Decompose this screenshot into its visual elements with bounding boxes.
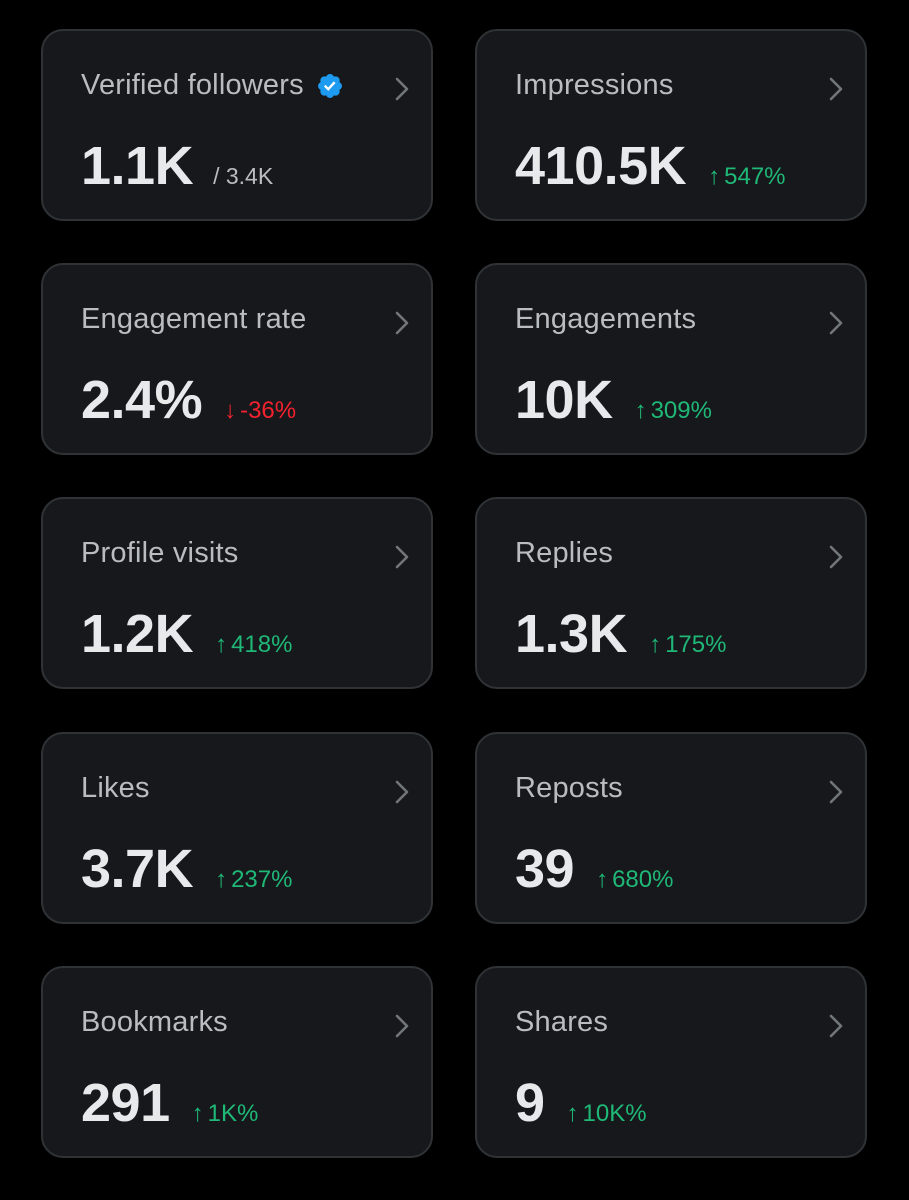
metric-value: 2.4% [81,370,203,430]
arrow-up-icon: ↑ [191,1100,204,1127]
card-engagements[interactable]: Engagements 10K ↑ 309% [475,263,867,455]
card-label: Engagements [515,303,697,335]
metric-change-value: 1K% [207,1100,259,1127]
metric-change: ↑ 10K% [567,1100,647,1128]
metric-change-value: 10K% [582,1100,647,1127]
chevron-right-icon [829,77,843,101]
arrow-up-icon: ↑ [649,631,662,658]
card-reposts[interactable]: Reposts 39 ↑ 680% [475,732,867,924]
metric-change: ↑ 1K% [192,1100,259,1128]
metric-change: ↑ 237% [215,866,292,894]
metric-change: ↓ -36% [224,397,296,425]
card-profile-visits[interactable]: Profile visits 1.2K ↑ 418% [41,497,433,689]
arrow-up-icon: ↑ [215,631,228,658]
card-bookmarks[interactable]: Bookmarks 291 ↑ 1K% [41,966,433,1158]
metric-value: 9 [515,1073,545,1133]
metric-change: ↑ 175% [649,631,726,659]
card-label: Impressions [515,69,674,101]
value-row: 39 ↑ 680% [515,838,673,900]
arrow-up-icon: ↑ [566,1100,579,1127]
metric-total: / 3.4K [213,163,274,189]
value-row: 1.1K / 3.4K [81,135,273,197]
value-row: 3.7K ↑ 237% [81,838,292,900]
chevron-right-icon [395,77,409,101]
value-row: 10K ↑ 309% [515,369,712,431]
card-label-text: Verified followers [81,69,304,101]
card-label: Replies [515,537,614,569]
card-label: Verified followers [81,69,344,102]
value-row: 1.2K ↑ 418% [81,603,292,665]
metric-value: 10K [515,370,613,430]
chevron-right-icon [395,780,409,804]
arrow-up-icon: ↑ [708,163,721,190]
value-row: 1.3K ↑ 175% [515,603,726,665]
card-label: Shares [515,1006,609,1038]
metric-change: ↑ 309% [635,397,712,425]
metric-change: ↑ 547% [708,163,785,191]
card-label: Profile visits [81,537,239,569]
metric-value: 1.2K [81,604,194,664]
metric-change-value: 680% [612,866,674,893]
metric-change-value: 309% [650,397,712,424]
arrow-up-icon: ↑ [215,866,228,893]
card-replies[interactable]: Replies 1.3K ↑ 175% [475,497,867,689]
card-engagement-rate[interactable]: Engagement rate 2.4% ↓ -36% [41,263,433,455]
value-row: 410.5K ↑ 547% [515,135,786,197]
chevron-right-icon [829,780,843,804]
chevron-right-icon [395,545,409,569]
card-verified-followers[interactable]: Verified followers 1.1K / 3.4K [41,29,433,221]
metric-change-value: 175% [665,631,727,658]
metric-value: 1.1K [81,136,194,196]
chevron-right-icon [829,311,843,335]
metric-value: 410.5K [515,136,687,196]
arrow-down-icon: ↓ [224,397,237,424]
metric-change: ↑ 680% [596,866,673,894]
arrow-up-icon: ↑ [634,397,647,424]
arrow-up-icon: ↑ [596,866,609,893]
card-label: Engagement rate [81,303,307,335]
card-label: Bookmarks [81,1006,228,1038]
value-row: 291 ↑ 1K% [81,1072,258,1134]
verified-badge-icon [317,73,342,98]
metric-change-value: 547% [724,163,786,190]
chevron-right-icon [395,311,409,335]
metric-value: 39 [515,839,575,899]
metric-value: 291 [81,1073,170,1133]
metric-value: 3.7K [81,839,194,899]
chevron-right-icon [829,545,843,569]
chevron-right-icon [395,1014,409,1038]
value-row: 2.4% ↓ -36% [81,369,296,431]
card-label: Likes [81,772,150,804]
metric-change: ↑ 418% [215,631,292,659]
card-likes[interactable]: Likes 3.7K ↑ 237% [41,732,433,924]
metric-change-value: 237% [231,866,293,893]
card-impressions[interactable]: Impressions 410.5K ↑ 547% [475,29,867,221]
metric-change-value: -36% [240,397,297,424]
chevron-right-icon [829,1014,843,1038]
card-shares[interactable]: Shares 9 ↑ 10K% [475,966,867,1158]
value-row: 9 ↑ 10K% [515,1072,647,1134]
card-label: Reposts [515,772,623,804]
metric-change-value: 418% [231,631,293,658]
metric-value: 1.3K [515,604,628,664]
